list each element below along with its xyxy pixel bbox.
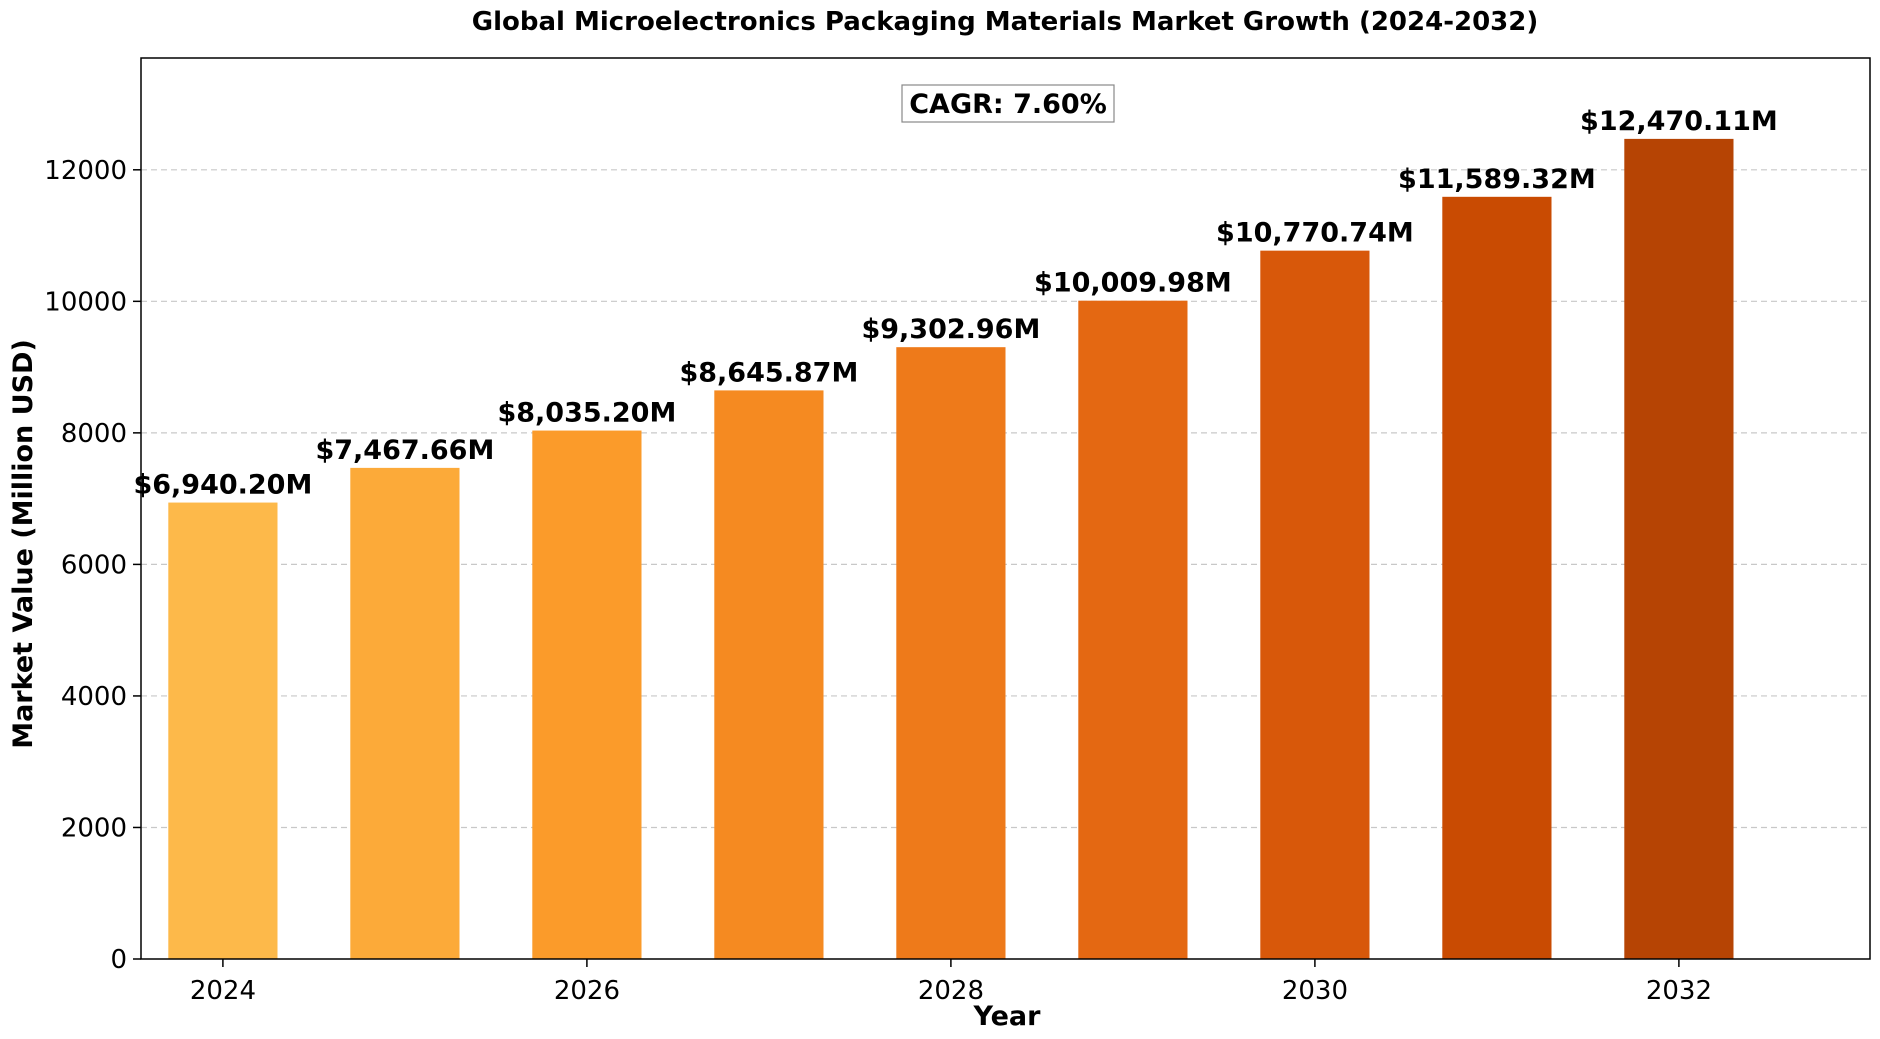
bar-value-label-2030: $10,770.74M (1216, 218, 1414, 249)
x-tick-label: 2024 (190, 976, 256, 1006)
y-tick-label: 8000 (61, 419, 127, 449)
y-axis-label: Market Value (Million USD) (8, 339, 39, 749)
y-axis-ticks: 0 2000 4000 6000 8000 10000 12000 (44, 156, 141, 975)
x-tick-label: 2028 (918, 976, 984, 1006)
cagr-annotation-box (901, 84, 1115, 123)
bar-2030 (1260, 250, 1370, 959)
bar-2028 (896, 347, 1006, 959)
bar-2027 (714, 390, 824, 959)
bar-value-label-2025: $7,467.66M (315, 435, 494, 466)
bar-2024 (168, 502, 278, 959)
bar-2026 (532, 430, 642, 959)
bar-value-label-2029: $10,009.98M (1034, 268, 1232, 299)
x-tick-label: 2030 (1282, 976, 1348, 1006)
bar-value-label-2028: $9,302.96M (861, 314, 1040, 345)
y-tick-label: 2000 (61, 813, 127, 843)
x-axis-ticks: 2024 2026 2028 2030 2032 (190, 959, 1712, 1006)
bar-value-label-2032: $12,470.11M (1580, 106, 1778, 137)
plot-area-frame (140, 57, 1871, 960)
bar-2029 (1078, 300, 1188, 959)
x-axis-label: Year (973, 1001, 1042, 1032)
bar-2032 (1624, 138, 1734, 959)
y-tick-label: 0 (110, 945, 127, 975)
x-tick-label: 2026 (554, 976, 620, 1006)
bar-value-label-2031: $11,589.32M (1398, 164, 1596, 195)
bar-2025 (350, 467, 460, 959)
y-tick-label: 12000 (44, 156, 127, 186)
bar-value-label-2027: $8,645.87M (679, 357, 858, 388)
x-tick-label: 2032 (1646, 976, 1712, 1006)
bar-value-label-2024: $6,940.20M (133, 470, 312, 501)
chart-title: Global Microelectronics Packaging Materi… (472, 7, 1539, 37)
value-labels: $6,940.20M$7,467.66M$8,035.20M$8,645.87M… (133, 106, 1777, 501)
bar-2031 (1442, 196, 1552, 959)
cagr-annotation: CAGR: 7.60% (901, 84, 1115, 123)
bars (168, 138, 1734, 959)
y-tick-label: 10000 (44, 287, 127, 317)
cagr-annotation-text: CAGR: 7.60% (909, 89, 1107, 120)
y-tick-label: 6000 (61, 550, 127, 580)
bar-value-label-2026: $8,035.20M (497, 398, 676, 429)
y-tick-label: 4000 (61, 682, 127, 712)
